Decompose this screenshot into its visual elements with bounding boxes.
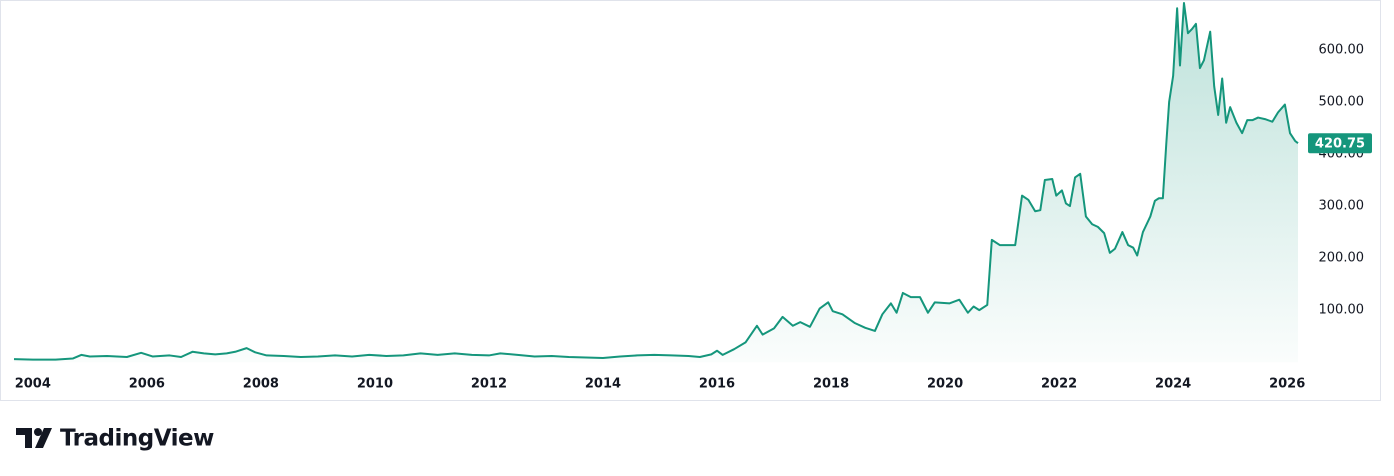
price-line: [13, 2, 1299, 361]
y-tick-label: 200.00: [1319, 251, 1365, 266]
y-tick-label: 300.00: [1319, 199, 1365, 214]
x-tick-label: 2020: [927, 377, 963, 392]
x-tick-label: 2026: [1269, 377, 1305, 392]
x-tick-label: 2004: [15, 377, 51, 392]
x-tick-label: 2018: [813, 377, 849, 392]
area-fill: [14, 3, 1298, 363]
x-tick-label: 2014: [585, 377, 621, 392]
x-tick-label: 2010: [357, 377, 393, 392]
y-tick-label: 100.00: [1319, 303, 1365, 318]
x-tick-label: 2024: [1155, 377, 1191, 392]
brand-logo: [16, 428, 52, 448]
x-tick-label: 2008: [243, 377, 279, 392]
y-tick-label: 500.00: [1319, 94, 1365, 109]
y-tick-label: 600.00: [1319, 42, 1365, 57]
chart-frame: [0, 0, 1381, 401]
x-tick-label: 2006: [129, 377, 165, 392]
x-tick-label: 2012: [471, 377, 507, 392]
brand-name: TradingView: [60, 426, 214, 452]
x-tick-label: 2016: [699, 377, 735, 392]
last-value-label: 420.75: [1315, 137, 1365, 152]
last-value-badge: [1308, 133, 1372, 154]
x-tick-label: 2022: [1041, 377, 1077, 392]
